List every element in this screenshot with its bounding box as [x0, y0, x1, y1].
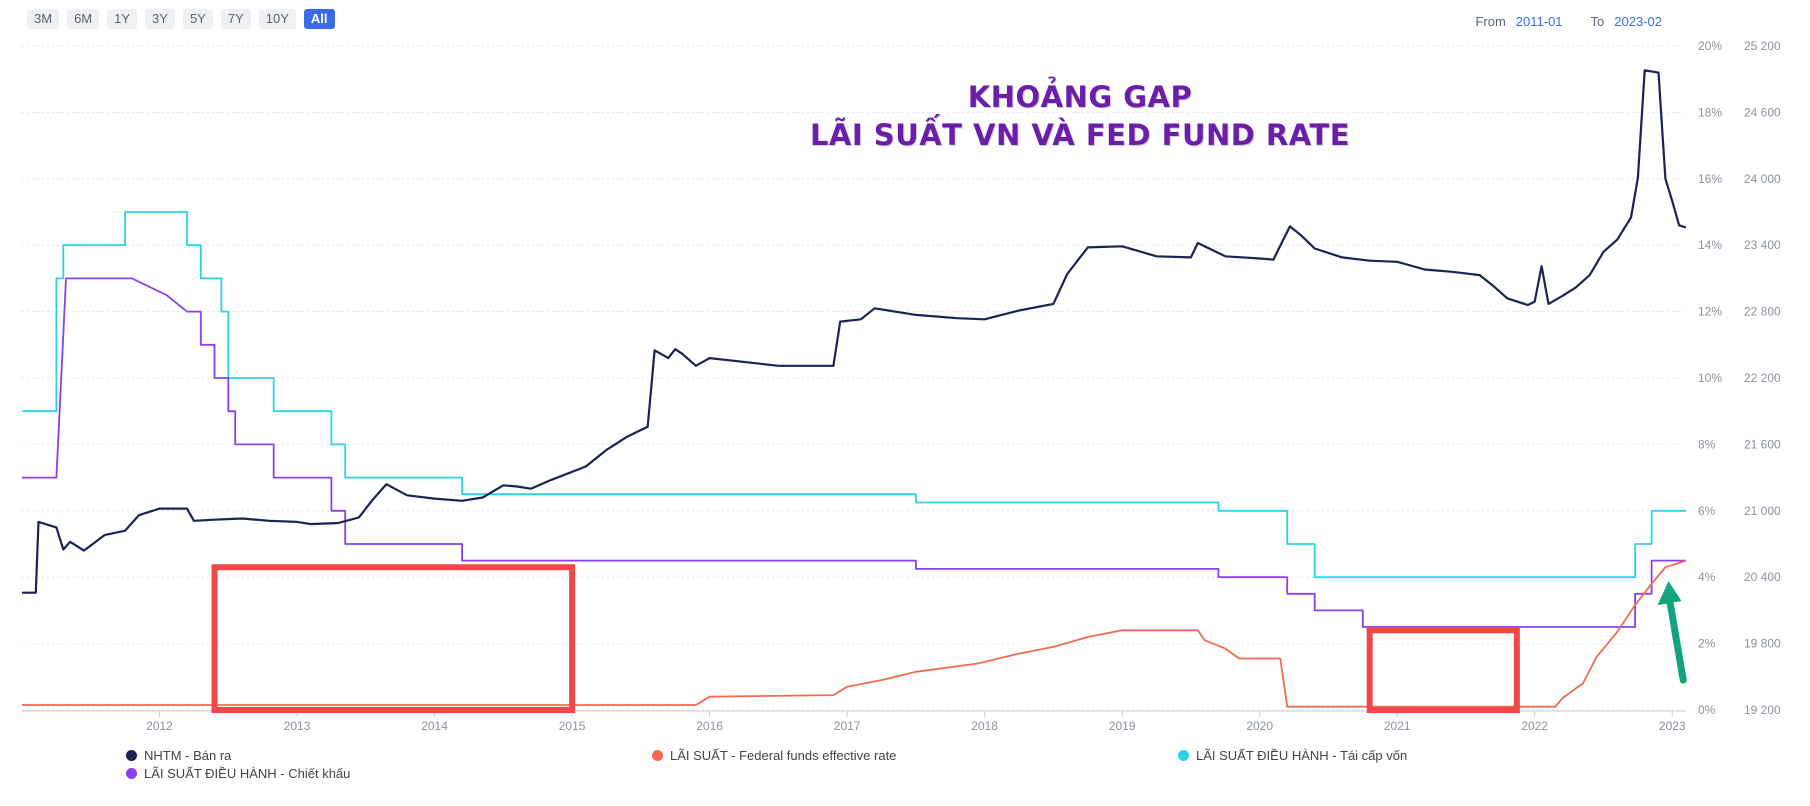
- x-tick-label: 2019: [1109, 719, 1136, 733]
- series-line: [22, 277, 1686, 628]
- range-button-7y[interactable]: 7Y: [220, 9, 251, 29]
- range-button-10y[interactable]: 10Y: [258, 9, 296, 29]
- headline-line2: LÃI SUẤT VN VÀ FED FUND RATE: [809, 118, 1351, 152]
- from-label: From: [1475, 14, 1506, 29]
- y-right-tick-label: 24 600: [1744, 105, 1781, 119]
- headline-line1: KHOẢNG GAP: [967, 80, 1193, 114]
- range-button-6m[interactable]: 6M: [67, 9, 100, 29]
- from-date-input[interactable]: 2011-01: [1515, 14, 1563, 29]
- y-right-tick-label: 20 400: [1744, 570, 1781, 584]
- range-selector: 3M 6M 1Y 3Y 5Y 7Y 10Y All: [27, 9, 335, 29]
- y-right-tick-label: 19 200: [1744, 703, 1781, 717]
- y-left-tick-label: 8%: [1698, 437, 1716, 451]
- y-left-tick-label: 2%: [1698, 637, 1716, 651]
- y-left-tick-label: 14%: [1698, 238, 1722, 252]
- series-line: [22, 559, 1687, 708]
- y-left-tick-label: 0%: [1698, 703, 1716, 717]
- x-tick-label: 2020: [1246, 719, 1273, 733]
- y-right-tick-label: 22 200: [1744, 371, 1781, 385]
- series-line: [22, 69, 1687, 594]
- arrow-icon: [1665, 595, 1687, 684]
- range-button-3m[interactable]: 3M: [27, 9, 60, 29]
- y-right-tick-label: 19 800: [1744, 637, 1781, 651]
- y-right-tick-label: 21 000: [1744, 504, 1781, 518]
- legend-item-tai-cap-von[interactable]: LÃI SUẤT ĐIỀU HÀNH - Tái cấp vốn: [1178, 748, 1407, 763]
- x-tick-label: 2014: [421, 719, 448, 733]
- y-left-tick-label: 18%: [1698, 105, 1722, 119]
- y-left-tick-label: 4%: [1698, 570, 1716, 584]
- y-right-tick-label: 22 800: [1744, 305, 1781, 319]
- axis-ticks: 0% 19 200 2% 19 800 4% 20 400 6% 21 000 8% 21 600…: [146, 39, 1781, 733]
- x-tick-label: 2017: [834, 719, 861, 733]
- range-button-3y[interactable]: 3Y: [145, 9, 175, 29]
- y-right-tick-label: 24 000: [1744, 172, 1781, 186]
- x-tick-label: 2013: [284, 719, 311, 733]
- y-right-tick-label: 23 400: [1744, 238, 1781, 252]
- x-tick-label: 2022: [1521, 719, 1548, 733]
- highlight-box-2012-2015: [211, 564, 576, 713]
- y-left-tick-label: 12%: [1698, 305, 1722, 319]
- legend-label: NHTM - Bán ra: [144, 748, 232, 763]
- x-tick-label: 2016: [696, 719, 723, 733]
- x-tick-label: 2018: [971, 719, 998, 733]
- legend-swatch: [652, 750, 663, 761]
- range-button-all[interactable]: All: [303, 9, 335, 29]
- date-range: From 2011-01 To 2023-02: [1475, 14, 1662, 29]
- series-line: [22, 211, 1686, 579]
- legend-item-fed-funds[interactable]: LÃI SUẤT - Federal funds effective rate: [652, 748, 896, 763]
- x-tick-label: 2012: [146, 719, 173, 733]
- x-tick-label: 2023: [1659, 719, 1686, 733]
- legend-label: LÃI SUẤT ĐIỀU HÀNH - Tái cấp vốn: [1196, 748, 1408, 763]
- y-right-tick-label: 25 200: [1744, 39, 1781, 53]
- to-label: To: [1590, 14, 1605, 29]
- range-button-1y[interactable]: 1Y: [107, 9, 138, 29]
- y-right-tick-label: 21 600: [1744, 437, 1781, 451]
- legend-item-chiet-khau[interactable]: LÃI SUẤT ĐIỀU HÀNH - Chiết khấu: [126, 766, 350, 781]
- legend-label: LÃI SUẤT - Federal funds effective rate: [670, 748, 897, 763]
- x-tick-label: 2015: [559, 719, 586, 733]
- legend-label: LÃI SUẤT ĐIỀU HÀNH - Chiết khấu: [144, 766, 351, 781]
- y-left-tick-label: 6%: [1698, 504, 1716, 518]
- annotations: [211, 564, 1687, 714]
- legend-swatch: [126, 750, 137, 761]
- range-button-5y[interactable]: 5Y: [182, 9, 213, 29]
- series-lines: [22, 69, 1687, 708]
- legend-swatch: [126, 768, 137, 779]
- x-tick-label: 2021: [1384, 719, 1411, 733]
- legend-item-nhtm[interactable]: NHTM - Bán ra: [126, 748, 231, 763]
- y-left-tick-label: 10%: [1698, 371, 1722, 385]
- highlight-box-2021: [1366, 627, 1520, 714]
- arrow-head-icon: [1657, 581, 1682, 606]
- legend-swatch: [1178, 750, 1189, 761]
- y-left-tick-label: 16%: [1698, 172, 1722, 186]
- y-left-tick-label: 20%: [1698, 39, 1722, 53]
- to-date-input[interactable]: 2023-02: [1614, 14, 1662, 29]
